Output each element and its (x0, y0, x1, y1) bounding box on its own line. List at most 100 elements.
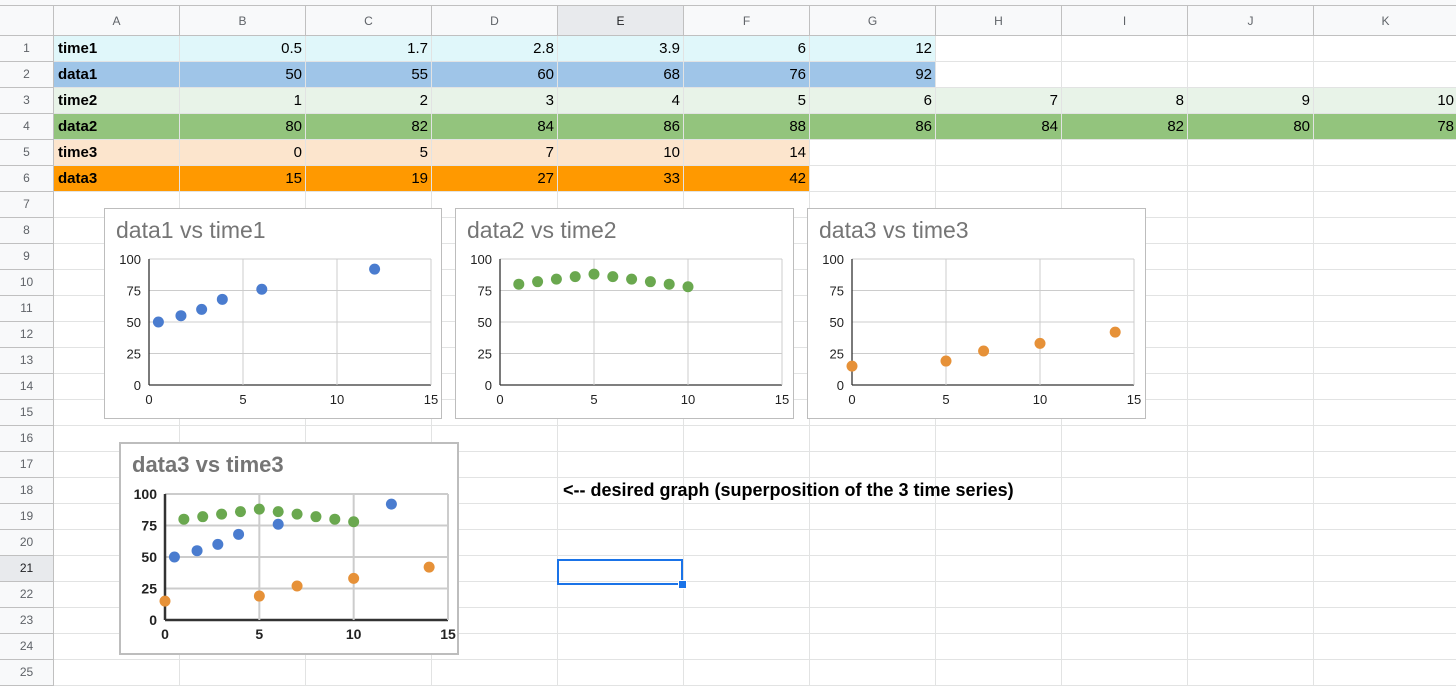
cell-e20[interactable] (558, 530, 684, 556)
cell-g6[interactable] (810, 166, 936, 192)
cell-f17[interactable] (684, 452, 810, 478)
row-header-23[interactable]: 23 (0, 608, 54, 634)
column-header-j[interactable]: J (1188, 6, 1314, 36)
row-header-9[interactable]: 9 (0, 244, 54, 270)
cell-i19[interactable] (1062, 504, 1188, 530)
cell-h16[interactable] (936, 426, 1062, 452)
row-header-7[interactable]: 7 (0, 192, 54, 218)
row-header-12[interactable]: 12 (0, 322, 54, 348)
row-header-19[interactable]: 19 (0, 504, 54, 530)
cell-f20[interactable] (684, 530, 810, 556)
cell-j2[interactable] (1188, 62, 1314, 88)
cell-e17[interactable] (558, 452, 684, 478)
cell-c5[interactable]: 5 (306, 140, 432, 166)
cell-f23[interactable] (684, 608, 810, 634)
cell-k18[interactable] (1314, 478, 1456, 504)
column-header-a[interactable]: A (54, 6, 180, 36)
chart-2[interactable]: data2 vs time2 0 25 50 75 100 0 5 10 15 (455, 208, 794, 419)
cell-j24[interactable] (1188, 634, 1314, 660)
cell-f19[interactable] (684, 504, 810, 530)
cell-d6[interactable]: 27 (432, 166, 558, 192)
cell-j21[interactable] (1188, 556, 1314, 582)
cell-f4[interactable]: 88 (684, 114, 810, 140)
cell-k24[interactable] (1314, 634, 1456, 660)
cell-j12[interactable] (1188, 322, 1314, 348)
cell-g19[interactable] (810, 504, 936, 530)
row-header-3[interactable]: 3 (0, 88, 54, 114)
cell-e24[interactable] (558, 634, 684, 660)
cell-d2[interactable]: 60 (432, 62, 558, 88)
chart-3[interactable]: data3 vs time3 0 25 50 75 100 0 5 10 15 (807, 208, 1146, 419)
annotation-text[interactable]: <-- desired graph (superposition of the … (563, 480, 1014, 500)
fill-handle[interactable] (678, 580, 687, 589)
cell-f2[interactable]: 76 (684, 62, 810, 88)
cell-i4[interactable]: 82 (1062, 114, 1188, 140)
cell-h23[interactable] (936, 608, 1062, 634)
cell-e16[interactable] (558, 426, 684, 452)
cell-j9[interactable] (1188, 244, 1314, 270)
cell-d16[interactable] (432, 426, 558, 452)
row-header-18[interactable]: 18 (0, 478, 54, 504)
cell-f22[interactable] (684, 582, 810, 608)
cell-d17[interactable] (432, 452, 558, 478)
cell-h1[interactable] (936, 36, 1062, 62)
column-header-g[interactable]: G (810, 6, 936, 36)
cell-k5[interactable] (1314, 140, 1456, 166)
cell-b3[interactable]: 1 (180, 88, 306, 114)
cell-e18[interactable] (558, 478, 684, 504)
cell-a5[interactable]: time3 (54, 140, 180, 166)
cell-f18[interactable] (684, 478, 810, 504)
row-header-4[interactable]: 4 (0, 114, 54, 140)
column-header-c[interactable]: C (306, 6, 432, 36)
cell-j13[interactable] (1188, 348, 1314, 374)
cell-c2[interactable]: 55 (306, 62, 432, 88)
cell-b1[interactable]: 0.5 (180, 36, 306, 62)
cell-g3[interactable]: 6 (810, 88, 936, 114)
cell-a2[interactable]: data1 (54, 62, 180, 88)
cell-k11[interactable] (1314, 296, 1456, 322)
cell-c6[interactable]: 19 (306, 166, 432, 192)
cell-g4[interactable]: 86 (810, 114, 936, 140)
cell-k6[interactable] (1314, 166, 1456, 192)
cell-h4[interactable]: 84 (936, 114, 1062, 140)
cell-h20[interactable] (936, 530, 1062, 556)
cell-d4[interactable]: 84 (432, 114, 558, 140)
cell-f5[interactable]: 14 (684, 140, 810, 166)
chart-1[interactable]: data1 vs time1 0 25 50 75 100 0 5 10 15 (104, 208, 442, 419)
cell-b25[interactable] (180, 660, 306, 686)
cell-f21[interactable] (684, 556, 810, 582)
cell-j19[interactable] (1188, 504, 1314, 530)
cell-k2[interactable] (1314, 62, 1456, 88)
combined-chart[interactable]: data3 vs time3 0 25 50 75 100 0 5 10 15 (119, 442, 459, 655)
cell-d18[interactable] (432, 478, 558, 504)
cell-j16[interactable] (1188, 426, 1314, 452)
cell-k13[interactable] (1314, 348, 1456, 374)
cell-a25[interactable] (54, 660, 180, 686)
row-header-2[interactable]: 2 (0, 62, 54, 88)
cell-k17[interactable] (1314, 452, 1456, 478)
column-header-f[interactable]: F (684, 6, 810, 36)
cell-j8[interactable] (1188, 218, 1314, 244)
cell-e2[interactable]: 68 (558, 62, 684, 88)
cell-b5[interactable]: 0 (180, 140, 306, 166)
cell-e3[interactable]: 4 (558, 88, 684, 114)
cell-j17[interactable] (1188, 452, 1314, 478)
row-header-22[interactable]: 22 (0, 582, 54, 608)
cell-i24[interactable] (1062, 634, 1188, 660)
cell-a6[interactable]: data3 (54, 166, 180, 192)
cell-e23[interactable] (558, 608, 684, 634)
cell-h18[interactable] (936, 478, 1062, 504)
cell-h3[interactable]: 7 (936, 88, 1062, 114)
cell-j15[interactable] (1188, 400, 1314, 426)
column-header-e[interactable]: E (558, 6, 684, 36)
cell-k1[interactable] (1314, 36, 1456, 62)
cell-k25[interactable] (1314, 660, 1456, 686)
row-header-8[interactable]: 8 (0, 218, 54, 244)
column-header-b[interactable]: B (180, 6, 306, 36)
cell-e4[interactable]: 86 (558, 114, 684, 140)
cell-g1[interactable]: 12 (810, 36, 936, 62)
cell-g21[interactable] (810, 556, 936, 582)
row-header-21[interactable]: 21 (0, 556, 54, 582)
select-all-corner[interactable] (0, 6, 54, 36)
row-header-13[interactable]: 13 (0, 348, 54, 374)
